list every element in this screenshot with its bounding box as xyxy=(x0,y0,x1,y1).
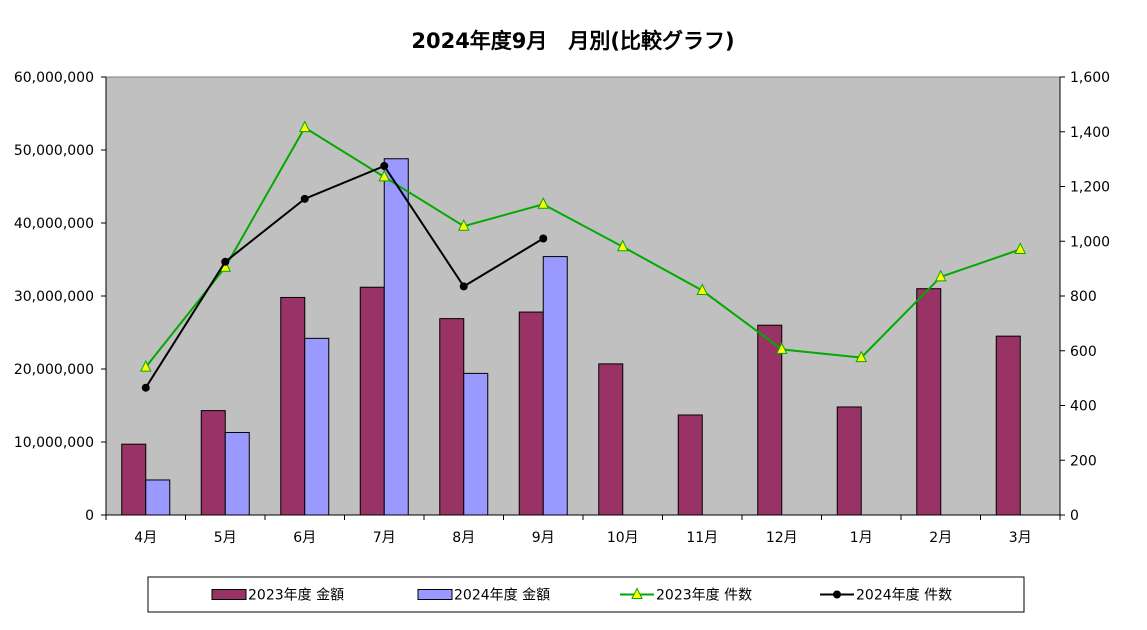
marker-2024-count-3 xyxy=(380,161,389,170)
marker-2023-count-6 xyxy=(616,239,629,252)
marker-2023-count-8 xyxy=(775,342,788,354)
bar-2023-amount-0 xyxy=(121,443,147,516)
bar-2024-amount-0 xyxy=(145,479,171,516)
y-right-tick-label: 800 xyxy=(1070,289,1097,305)
marker-2024-count-5 xyxy=(539,234,548,243)
y-left-tick-label: 50,000,000 xyxy=(14,143,94,159)
plot-area xyxy=(105,76,1061,516)
x-tick-label: 9月 xyxy=(532,530,555,546)
x-tick-label: 4月 xyxy=(134,530,157,546)
legend-swatch-2023-amount xyxy=(211,589,247,600)
marker-2023-count-5 xyxy=(537,197,550,209)
bar-2024-amount-4 xyxy=(463,372,489,516)
x-tick-label: 1月 xyxy=(850,530,873,546)
bar-2023-amount-9 xyxy=(836,406,862,516)
y-left-tick-label: 60,000,000 xyxy=(14,70,94,86)
line-2024-count xyxy=(144,164,544,389)
marker-2024-count-4 xyxy=(459,282,468,291)
marker-2023-count-9 xyxy=(855,350,868,363)
bar-2023-amount-2 xyxy=(280,296,306,516)
bar-2024-amount-1 xyxy=(224,432,250,516)
bar-2023-amount-1 xyxy=(200,410,226,516)
x-tick-label: 2月 xyxy=(929,530,952,546)
y-left-tick-label: 40,000,000 xyxy=(14,216,94,232)
bar-2024-amount-3 xyxy=(383,158,409,516)
y-left-tick-label: 20,000,000 xyxy=(14,362,94,378)
legend-box xyxy=(147,576,1025,613)
bar-2024-amount-2 xyxy=(304,337,330,516)
y-right-tick-label: 1,200 xyxy=(1070,180,1110,196)
bar-2024-amount-5 xyxy=(542,256,568,516)
x-tick-label: 12月 xyxy=(766,530,798,546)
x-tick-label: 8月 xyxy=(452,530,475,546)
line-2023-count xyxy=(144,126,1021,368)
x-tick-label: 5月 xyxy=(214,530,237,546)
marker-2023-count-10 xyxy=(934,269,947,282)
legend-label-2023-amount: 2023年度 金額 xyxy=(248,588,344,604)
x-tick-label: 11月 xyxy=(686,530,718,546)
legend-marker-2024-count xyxy=(833,590,841,599)
marker-2023-count-0 xyxy=(139,360,152,372)
marker-2023-count-3 xyxy=(378,169,391,182)
bar-2023-amount-5 xyxy=(518,311,544,516)
bar-2023-amount-7 xyxy=(677,414,703,516)
y-right-tick-label: 0 xyxy=(1070,508,1079,524)
y-right-tick-label: 1,600 xyxy=(1070,70,1110,86)
marker-2024-count-0 xyxy=(141,383,150,392)
y-right-tick-label: 600 xyxy=(1070,344,1097,360)
x-tick-label: 6月 xyxy=(293,530,316,546)
marker-2023-count-11 xyxy=(1014,242,1027,254)
legend-marker-2023-count xyxy=(631,587,643,599)
legend-label-2024-count: 2024年度 件数 xyxy=(856,588,952,604)
marker-2024-count-2 xyxy=(300,194,309,203)
y-right-tick-label: 1,000 xyxy=(1070,234,1110,250)
y-left-tick-label: 0 xyxy=(85,508,94,524)
marker-2023-count-7 xyxy=(696,283,709,296)
chart-title: 2024年度9月 月別(比較グラフ) xyxy=(411,29,734,53)
legend-swatch-2024-amount xyxy=(417,589,453,600)
legend-label-2024-amount: 2024年度 金額 xyxy=(454,588,550,604)
bar-2023-amount-10 xyxy=(916,288,942,516)
y-left-tick-label: 10,000,000 xyxy=(14,435,94,451)
y-right-tick-label: 400 xyxy=(1070,399,1097,415)
bar-2023-amount-8 xyxy=(757,324,783,516)
bar-2023-amount-6 xyxy=(598,363,624,516)
bar-2023-amount-3 xyxy=(359,286,385,516)
marker-2023-count-4 xyxy=(457,219,470,231)
bar-2023-amount-11 xyxy=(995,335,1021,516)
y-right-tick-label: 200 xyxy=(1070,453,1097,469)
x-tick-label: 10月 xyxy=(607,530,639,546)
marker-2024-count-1 xyxy=(221,257,230,266)
x-tick-label: 7月 xyxy=(373,530,396,546)
y-left-tick-label: 30,000,000 xyxy=(14,289,94,305)
y-right-tick-label: 1,400 xyxy=(1070,125,1110,141)
legend-label-2023-count: 2023年度 件数 xyxy=(656,588,752,604)
marker-2023-count-2 xyxy=(298,120,311,133)
x-tick-label: 3月 xyxy=(1009,530,1032,546)
bar-2023-amount-4 xyxy=(439,318,465,516)
